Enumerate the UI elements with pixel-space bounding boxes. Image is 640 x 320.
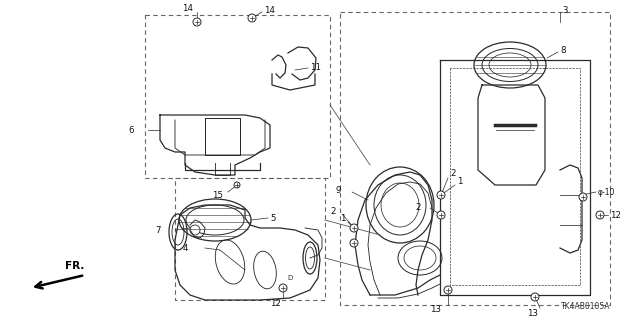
Circle shape xyxy=(444,286,452,294)
Text: 12: 12 xyxy=(610,211,621,220)
Text: 9: 9 xyxy=(335,186,340,195)
Text: 11: 11 xyxy=(310,62,321,71)
Circle shape xyxy=(350,239,358,247)
Circle shape xyxy=(596,211,604,219)
Text: 15: 15 xyxy=(212,190,223,199)
Text: 1: 1 xyxy=(457,177,463,186)
Text: 1: 1 xyxy=(340,213,346,222)
Text: TK4AB0105A: TK4AB0105A xyxy=(561,302,610,311)
Text: 7: 7 xyxy=(155,226,161,235)
Circle shape xyxy=(234,182,240,188)
Text: φ-10: φ-10 xyxy=(598,188,616,196)
Text: 14: 14 xyxy=(182,4,193,12)
Circle shape xyxy=(190,225,200,235)
Text: D: D xyxy=(287,275,292,281)
Text: 14: 14 xyxy=(264,5,275,14)
Text: 13: 13 xyxy=(527,308,538,317)
Text: 2: 2 xyxy=(330,206,335,215)
Text: 8: 8 xyxy=(560,45,566,54)
Bar xyxy=(145,15,330,178)
Bar xyxy=(340,12,610,305)
Circle shape xyxy=(531,293,539,301)
Text: FR.: FR. xyxy=(65,261,84,271)
Circle shape xyxy=(437,211,445,219)
Text: 13: 13 xyxy=(430,306,441,315)
Text: 2: 2 xyxy=(415,203,420,212)
Text: 6: 6 xyxy=(128,125,134,134)
Text: 4: 4 xyxy=(183,244,189,252)
Circle shape xyxy=(193,18,201,26)
Circle shape xyxy=(248,14,256,22)
Circle shape xyxy=(579,193,587,201)
Bar xyxy=(175,178,325,300)
Text: 5: 5 xyxy=(270,213,275,222)
Text: 3: 3 xyxy=(562,5,568,14)
Circle shape xyxy=(437,191,445,199)
Circle shape xyxy=(350,224,358,232)
Text: 12: 12 xyxy=(270,300,281,308)
Text: 2: 2 xyxy=(450,169,456,178)
Circle shape xyxy=(279,284,287,292)
